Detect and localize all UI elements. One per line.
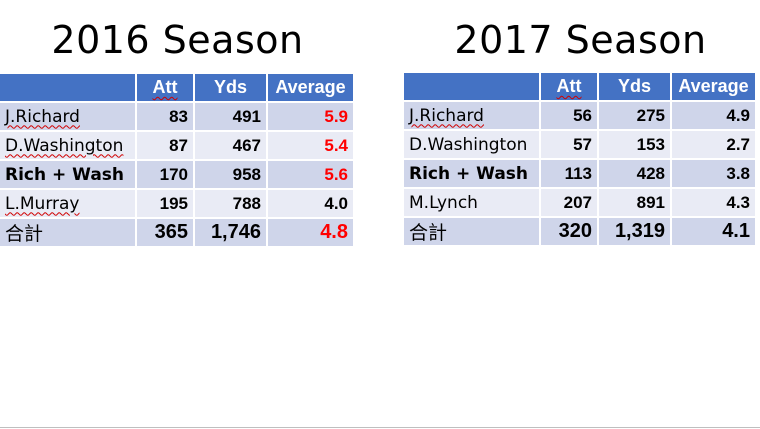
att-value: 56 (541, 102, 599, 131)
player-name: D.Washington (0, 132, 137, 161)
table-row: D.Washington 57 153 2.7 (404, 131, 757, 160)
player-name: Rich + Wash (0, 161, 137, 190)
player-name: M.Lynch (404, 189, 541, 218)
yds-value: 153 (599, 131, 672, 160)
table-row: L.Murray 195 788 4.0 (0, 190, 355, 219)
yds-value: 1,319 (599, 218, 672, 247)
player-name: Rich + Wash (404, 160, 541, 189)
season-2017-table: Att Yds Average J.Richard 56 275 4.9 D.Washi… (404, 73, 757, 247)
table-row: D.Washington 87 467 5.4 (0, 132, 355, 161)
header-att: Att (137, 74, 195, 103)
yds-value: 891 (599, 189, 672, 218)
att-value: 365 (137, 219, 195, 248)
player-name: L.Murray (0, 190, 137, 219)
yds-value: 428 (599, 160, 672, 189)
yds-value: 275 (599, 102, 672, 131)
player-name: D.Washington (404, 131, 541, 160)
table-header-row: Att Yds Average (0, 74, 355, 103)
yds-value: 491 (195, 103, 268, 132)
att-value: 57 (541, 131, 599, 160)
table-row: M.Lynch 207 891 4.3 (404, 189, 757, 218)
average-value: 4.1 (672, 218, 757, 247)
header-yds: Yds (195, 74, 268, 103)
att-value: 83 (137, 103, 195, 132)
att-value: 195 (137, 190, 195, 219)
table-row: J.Richard 56 275 4.9 (404, 102, 757, 131)
yds-value: 1,746 (195, 219, 268, 248)
header-player (0, 74, 137, 103)
player-name: 合計 (0, 219, 137, 248)
header-average: Average (268, 74, 355, 103)
att-value: 207 (541, 189, 599, 218)
yds-value: 958 (195, 161, 268, 190)
average-value: 4.0 (268, 190, 355, 219)
header-player (404, 73, 541, 102)
yds-value: 788 (195, 190, 268, 219)
player-name: J.Richard (404, 102, 541, 131)
att-value: 170 (137, 161, 195, 190)
att-value: 113 (541, 160, 599, 189)
average-value: 4.8 (268, 219, 355, 248)
average-value: 4.3 (672, 189, 757, 218)
average-value: 5.4 (268, 132, 355, 161)
table-row: Rich + Wash 113 428 3.8 (404, 160, 757, 189)
att-value: 320 (541, 218, 599, 247)
total-row: 合計 365 1,746 4.8 (0, 219, 355, 248)
average-value: 5.6 (268, 161, 355, 190)
header-average: Average (672, 73, 757, 102)
table-header-row: Att Yds Average (404, 73, 757, 102)
total-row: 合計 320 1,319 4.1 (404, 218, 757, 247)
season-2016-title: 2016 Season (51, 18, 304, 62)
average-value: 4.9 (672, 102, 757, 131)
header-yds: Yds (599, 73, 672, 102)
average-value: 2.7 (672, 131, 757, 160)
average-value: 3.8 (672, 160, 757, 189)
player-name: 合計 (404, 218, 541, 247)
season-2016-table: Att Yds Average J.Richard 83 491 5.9 D.Washi… (0, 74, 355, 248)
table-row: Rich + Wash 170 958 5.6 (0, 161, 355, 190)
yds-value: 467 (195, 132, 268, 161)
player-name: J.Richard (0, 103, 137, 132)
table-row: J.Richard 83 491 5.9 (0, 103, 355, 132)
season-2017-title: 2017 Season (454, 18, 707, 62)
slide-bottom-border (0, 427, 760, 428)
header-att: Att (541, 73, 599, 102)
average-value: 5.9 (268, 103, 355, 132)
att-value: 87 (137, 132, 195, 161)
